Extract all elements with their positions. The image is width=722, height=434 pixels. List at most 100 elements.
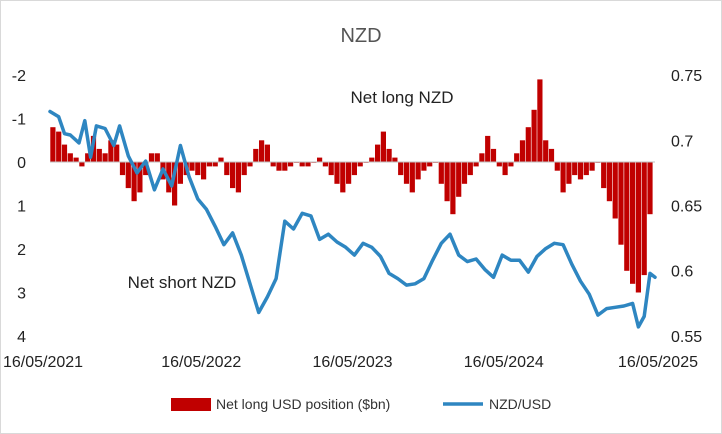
- bar: [73, 157, 79, 162]
- bar: [438, 162, 444, 184]
- left-tick-label: -2: [12, 68, 26, 85]
- bar: [270, 162, 276, 167]
- bar: [322, 162, 328, 167]
- bar: [566, 162, 572, 184]
- bar: [143, 162, 149, 176]
- left-tick-label: 4: [17, 329, 26, 346]
- bar: [96, 148, 102, 162]
- x-tick-label: 16/05/2023: [312, 354, 392, 371]
- bar: [206, 162, 212, 167]
- x-tick-label: 16/05/2022: [161, 354, 241, 371]
- bar: [380, 131, 386, 162]
- right-tick-label: 0.7: [671, 133, 693, 150]
- x-axis-ticks: 16/05/2021 16/05/2022 16/05/2023 16/05/2024…: [3, 354, 698, 371]
- bar: [647, 162, 653, 215]
- left-tick-label: -1: [12, 112, 26, 129]
- bar: [490, 148, 497, 162]
- bar: [601, 162, 607, 189]
- bar: [137, 162, 143, 193]
- bar: [224, 162, 230, 176]
- bar: [108, 140, 114, 163]
- bar: [456, 162, 462, 197]
- bar: [583, 162, 589, 176]
- bar: [195, 162, 201, 176]
- bar: [641, 162, 647, 276]
- bar: [386, 148, 392, 162]
- bar: [299, 162, 305, 167]
- bar: [612, 162, 618, 219]
- bar: [351, 162, 357, 176]
- bar: [531, 109, 537, 162]
- bar: [201, 162, 207, 180]
- bar: [415, 162, 421, 180]
- bar: [392, 157, 398, 162]
- bar: [525, 127, 531, 162]
- legend: Net long USD position ($bn) NZD/USD: [171, 396, 551, 412]
- bar: [276, 162, 282, 171]
- bar: [328, 162, 334, 176]
- x-tick-label: 16/05/2025: [618, 354, 698, 371]
- right-axis-ticks: 0.75 0.7 0.65 0.6 0.55: [671, 68, 702, 346]
- x-tick-label: 16/05/2021: [3, 354, 83, 371]
- bar: [172, 162, 178, 206]
- bar: [618, 162, 624, 245]
- bar: [548, 148, 555, 162]
- bar: [514, 153, 520, 162]
- bar: [230, 162, 236, 189]
- bar: [259, 140, 265, 163]
- bar: [334, 162, 340, 184]
- right-tick-label: 0.75: [671, 68, 702, 85]
- bar: [554, 162, 560, 171]
- bar: [340, 162, 346, 193]
- left-tick-label: 1: [17, 199, 26, 216]
- left-axis-ticks: -2 -1 0 1 2 3 4: [12, 68, 26, 346]
- bar: [421, 162, 427, 171]
- bar: [212, 162, 218, 167]
- bar: [357, 162, 363, 167]
- bar: [398, 162, 404, 176]
- left-tick-label: 3: [17, 286, 26, 303]
- bar: [61, 144, 68, 162]
- bar: [409, 162, 415, 193]
- bar: [467, 162, 473, 176]
- bar: [630, 162, 636, 284]
- chart-title: NZD: [340, 25, 381, 47]
- bar: [502, 162, 508, 176]
- bar: [375, 144, 381, 162]
- bar: [305, 162, 311, 167]
- bar: [102, 153, 108, 162]
- legend-bar-swatch: [171, 398, 211, 411]
- bar: [247, 162, 253, 167]
- bar-series: [50, 79, 653, 293]
- bar: [50, 127, 56, 162]
- bar: [543, 140, 549, 163]
- bar: [485, 135, 491, 162]
- bar: [450, 162, 456, 215]
- annotation-net-long: Net long NZD: [351, 88, 454, 107]
- bar: [606, 162, 612, 202]
- bar: [177, 162, 183, 184]
- legend-bar-label: Net long USD position ($bn): [216, 396, 390, 412]
- bar: [537, 79, 543, 162]
- bar: [264, 144, 270, 162]
- legend-line-label: NZD/USD: [489, 396, 551, 412]
- bar: [241, 162, 247, 176]
- bar: [125, 162, 131, 189]
- right-tick-label: 0.65: [671, 199, 702, 216]
- bar: [577, 162, 584, 180]
- bar: [85, 153, 91, 162]
- bar: [624, 162, 630, 271]
- bar: [479, 153, 485, 162]
- bar: [444, 162, 450, 202]
- bar: [560, 162, 566, 193]
- bar: [67, 153, 73, 162]
- bar: [218, 157, 224, 162]
- bar: [508, 162, 514, 167]
- bar: [635, 162, 641, 293]
- bar: [572, 162, 578, 176]
- bar: [461, 162, 468, 184]
- bar: [519, 140, 526, 163]
- bar: [235, 162, 241, 193]
- right-tick-label: 0.55: [671, 329, 702, 346]
